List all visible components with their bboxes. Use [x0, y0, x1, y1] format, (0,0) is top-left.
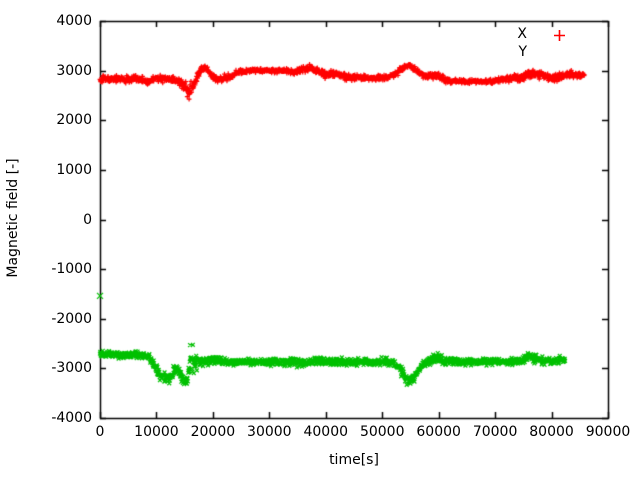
- x-tick-label: 20000: [190, 424, 236, 440]
- legend-label-x: X: [517, 26, 527, 42]
- plus-marker-icon: [553, 29, 566, 42]
- legend-label-y: Y: [518, 44, 527, 60]
- y-tick-label: 4000: [56, 13, 92, 29]
- y-tick-label: 0: [83, 211, 92, 228]
- y-tick-label: 1000: [56, 161, 92, 178]
- x-tick-label: 70000: [472, 424, 518, 440]
- x-tick-label: 10000: [134, 424, 179, 440]
- x-tick-label: 40000: [303, 424, 349, 440]
- y-tick-label: -2000: [51, 310, 92, 327]
- x-tick-label: 80000: [529, 424, 574, 440]
- x-tick-label: 50000: [359, 424, 405, 440]
- y-tick-label: -1000: [51, 261, 92, 278]
- x-axis-title: time[s]: [329, 452, 379, 468]
- y-tick-label: -3000: [51, 360, 92, 377]
- x-tick-label: 30000: [247, 424, 292, 440]
- y-tick-label: 2000: [56, 112, 92, 129]
- x-tick-label: 60000: [416, 424, 461, 440]
- x-tick-label: 0: [95, 424, 105, 440]
- y-tick-label: -4000: [51, 410, 92, 426]
- y-tick-label: 3000: [56, 62, 92, 79]
- x-tick-label: 90000: [585, 424, 631, 440]
